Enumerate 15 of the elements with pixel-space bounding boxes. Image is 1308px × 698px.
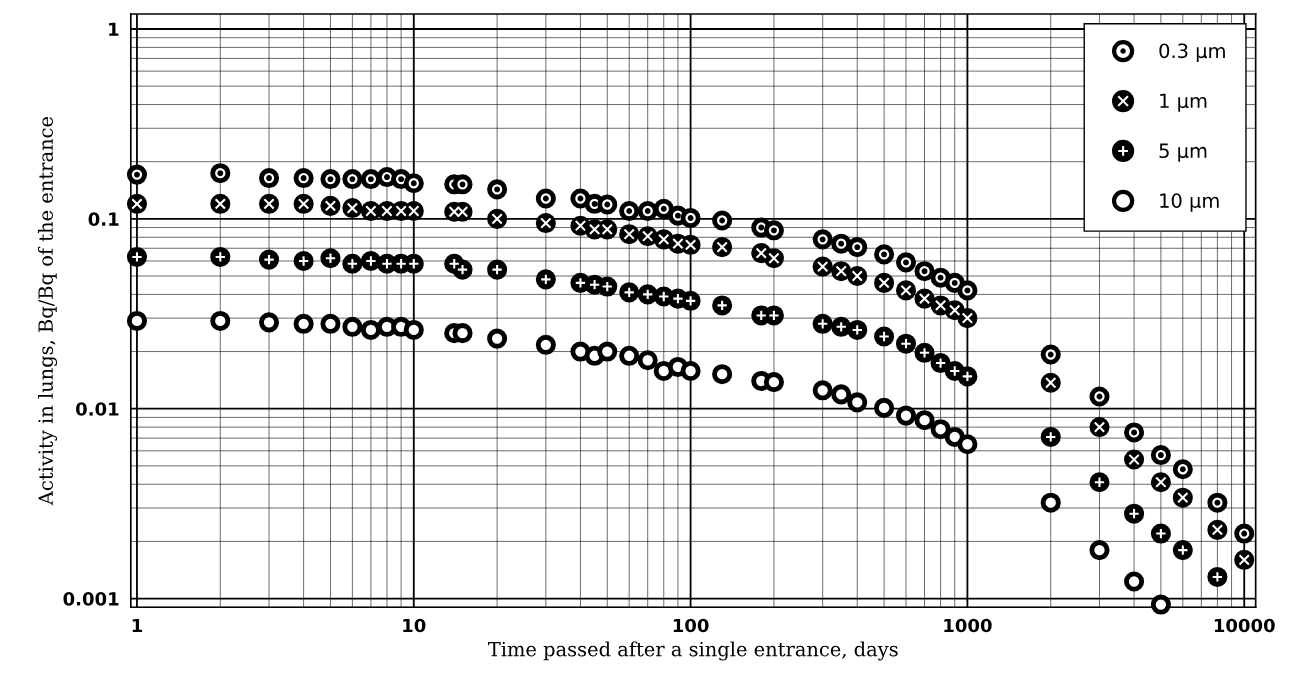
y-tick-label: 0.1 (88, 212, 119, 226)
legend-label: 1 μm (1160, 93, 1207, 112)
legend-label: 10 μm (1160, 193, 1219, 212)
legend-label: 0.3 μm (1159, 43, 1225, 62)
y-axis-title: Activity in lungs, Bq/Bq of the entrance (37, 117, 58, 506)
x-tick-label: 100 (673, 618, 709, 633)
y-tick-label: 0.01 (76, 402, 119, 416)
x-tick-label: 1000 (944, 618, 992, 633)
y-tick-label: 0.001 (63, 592, 119, 606)
legend-label: 5 μm (1159, 143, 1207, 162)
x-tick-label: 10000 (1214, 618, 1275, 633)
x-tick-label: 10 (403, 618, 426, 633)
x-axis-title: Time passed after a single entrance, days (487, 641, 898, 661)
x-tick-label: 1 (132, 618, 143, 633)
y-tick-label: 1 (109, 22, 119, 36)
